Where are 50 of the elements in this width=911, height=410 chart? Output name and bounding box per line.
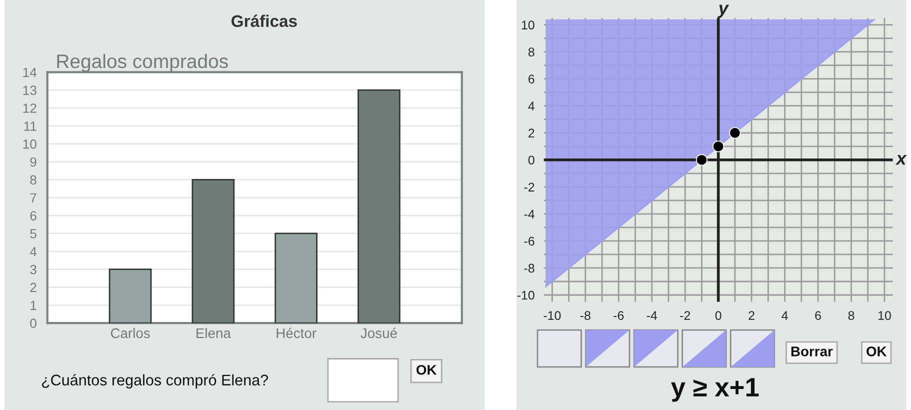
text: OK — [866, 346, 887, 356]
x-tick-label: 4 — [782, 311, 788, 320]
y-tick-label: 0 — [30, 318, 36, 328]
y-tick-label: -8 — [524, 264, 534, 273]
y-axis-title: y — [718, 4, 730, 18]
y-tick-label: 12 — [23, 104, 36, 113]
y-tick-label: 11 — [24, 122, 36, 131]
x-tick-label: -2 — [680, 311, 690, 320]
y-tick-label: 0 — [528, 156, 534, 165]
y-tick-label: 3 — [30, 264, 36, 274]
y-tick-label: -6 — [524, 236, 534, 246]
x-tick-label: Héctor — [276, 328, 316, 338]
y-tick-label: -10 — [517, 290, 534, 300]
x-tick-label: 2 — [748, 311, 754, 320]
x-tick-label: 10 — [878, 311, 891, 320]
text: y ≥ x+1 — [671, 378, 759, 402]
chart-title: Regalos comprados — [57, 54, 228, 72]
text: OK — [416, 364, 437, 375]
y-tick-label: 2 — [528, 128, 534, 138]
text: Borrar — [791, 346, 833, 356]
y-tick-label: -4 — [524, 210, 534, 218]
y-tick-label: 1 — [30, 300, 36, 310]
y-tick-label: 8 — [30, 175, 36, 185]
y-tick-label: 9 — [30, 157, 36, 167]
x-tick-label: 6 — [815, 311, 821, 320]
x-tick-label: -10 — [544, 311, 561, 320]
x-axis-title: x — [895, 155, 907, 165]
x-tick-label: -4 — [646, 311, 658, 320]
y-tick-label: 6 — [30, 211, 36, 220]
x-tick-label: 0 — [715, 311, 722, 320]
y-tick-label: 2 — [30, 282, 36, 292]
x-tick-label: -8 — [580, 311, 590, 320]
y-tick-label: 10 — [522, 20, 534, 30]
x-tick-label: -6 — [614, 311, 624, 320]
x-tick-label: Carlos — [110, 328, 150, 338]
y-tick-label: 4 — [30, 247, 37, 256]
x-tick-label: Josué — [360, 328, 397, 338]
y-tick-label: 8 — [528, 48, 534, 56]
y-tick-label: 10 — [23, 139, 36, 149]
x-tick-label: 8 — [848, 311, 854, 320]
text: ¿Cuántos regalos compró Elena? — [42, 374, 268, 389]
y-tick-label: 5 — [30, 229, 36, 238]
y-tick-label: 7 — [30, 193, 36, 202]
x-tick-label: Elena — [196, 328, 231, 338]
y-tick-label: 6 — [528, 74, 534, 84]
y-tick-label: -2 — [524, 182, 534, 192]
y-tick-label: 13 — [23, 86, 36, 95]
text: Gráficas — [232, 14, 297, 28]
y-tick-label: 14 — [23, 68, 37, 77]
y-tick-label: 4 — [528, 102, 534, 110]
